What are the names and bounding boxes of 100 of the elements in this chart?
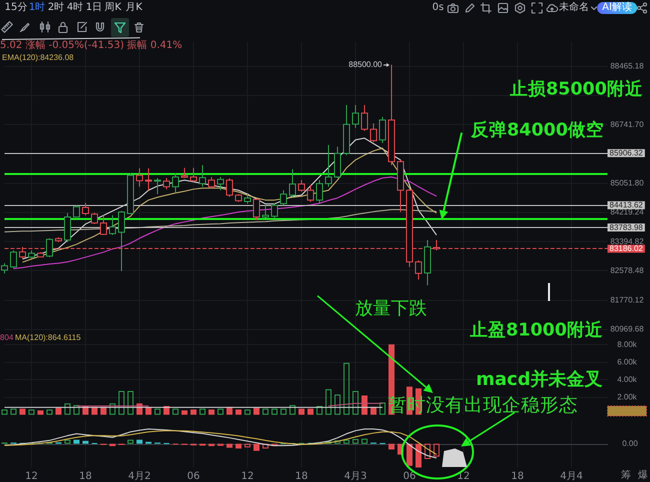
- y-tick-label: 82578.48: [610, 266, 644, 276]
- candlestick: [280, 190, 287, 206]
- bar: [2, 410, 8, 415]
- y-tick-label: 84219.24: [610, 208, 644, 217]
- text: 1时: [28, 2, 46, 14]
- text: 2时: [48, 2, 64, 14]
- candlestick: [370, 122, 377, 142]
- bar: [172, 408, 178, 415]
- annotation: macd并未金叉: [476, 369, 602, 391]
- candlestick: [100, 214, 107, 236]
- candlestick: [325, 144, 332, 188]
- bar: [280, 408, 286, 415]
- line-series: [4, 209, 437, 232]
- candlestick: [136, 168, 143, 188]
- bar: [146, 406, 152, 415]
- bar: [254, 408, 260, 415]
- bar: [334, 394, 340, 415]
- y-tick-label: 85051.80: [610, 178, 644, 188]
- x-tick-label: 06: [187, 471, 200, 482]
- candlestick: [415, 260, 422, 280]
- y-tick-label: 2.00k: [617, 392, 638, 402]
- candlestick: [118, 210, 125, 272]
- y-tick-label: 8.00k: [617, 340, 638, 349]
- bar: [218, 408, 224, 415]
- ref-line-label: 83783.98: [610, 222, 644, 232]
- x-tick-label: 18: [295, 471, 308, 482]
- bar: [290, 405, 296, 415]
- bar: [110, 403, 116, 415]
- annotation: 5.02 涨幅 -0.05%(-41.53) 振幅 0.41%: [0, 40, 182, 52]
- x-tick-label: 4月2: [128, 471, 151, 482]
- annotation: 804: [0, 333, 14, 343]
- text: 0.00: [622, 438, 638, 449]
- bar: [326, 389, 332, 415]
- candlestick: [163, 178, 170, 190]
- text: 15分: [4, 2, 28, 14]
- bar: [154, 408, 160, 415]
- bar: [28, 410, 34, 415]
- text: 筹: [621, 470, 631, 482]
- candlestick: [235, 194, 242, 202]
- bar: [316, 406, 322, 415]
- text: 4时: [66, 2, 84, 14]
- candlestick: [424, 240, 431, 286]
- bar: [352, 391, 358, 415]
- candlestick: [109, 214, 116, 236]
- bar: [226, 406, 232, 415]
- annotation: 止损85000附近: [510, 80, 643, 100]
- y-tick-label: 83394.82: [610, 236, 644, 246]
- candlestick: [262, 204, 269, 219]
- bar: [118, 391, 124, 415]
- y-tick-label: 6.00k: [617, 358, 638, 366]
- annotation: 88500.00: [348, 60, 382, 70]
- ref-line-label: 83186.02: [610, 244, 644, 254]
- candlestick: [271, 203, 278, 219]
- bar: [262, 408, 268, 415]
- y-tick-label: 80969.68: [610, 324, 644, 334]
- bar: [64, 403, 70, 415]
- bar: [46, 410, 52, 415]
- text: AI解读: [597, 2, 637, 14]
- bar: [38, 410, 44, 415]
- text: 1日: [86, 2, 102, 14]
- candlestick: [208, 176, 215, 189]
- candlestick: [253, 198, 260, 221]
- bar: [10, 408, 16, 415]
- bar: [298, 408, 304, 415]
- bar: [128, 391, 134, 415]
- y-tick-label: 86741.70: [610, 120, 644, 129]
- text: 0s: [432, 2, 444, 14]
- bar: [244, 410, 250, 415]
- candlestick: [127, 172, 134, 215]
- candlestick: [64, 212, 71, 243]
- ref-line-label: 84413.62: [610, 200, 644, 210]
- candlestick: [154, 178, 161, 195]
- candlestick: [10, 250, 17, 269]
- candlestick: [190, 167, 197, 182]
- y-tick-label: 4.00k: [617, 375, 638, 384]
- candlestick: [289, 168, 296, 198]
- ref-line-label: 85906.32: [610, 148, 644, 158]
- y-tick-label: 88465.18: [610, 61, 644, 70]
- candlestick: [334, 146, 341, 179]
- candlestick: [181, 167, 188, 179]
- x-tick-label: 4月4: [560, 471, 583, 482]
- bar: [20, 408, 26, 415]
- candlestick: [55, 236, 62, 243]
- bar: [344, 362, 350, 415]
- candlestick: [73, 204, 80, 218]
- annotation: EMA(120):84236.08: [2, 53, 74, 63]
- candlestick: [379, 116, 386, 144]
- text: 未命名: [559, 2, 589, 14]
- bar: [56, 408, 62, 415]
- annotation: 放量下跌: [355, 298, 427, 320]
- bar: [208, 410, 214, 415]
- candlestick: [244, 194, 251, 204]
- y-tick-label: 81770.12: [610, 295, 644, 304]
- bar: [92, 406, 98, 415]
- candlestick: [172, 172, 179, 194]
- candlestick: [217, 176, 224, 191]
- candlestick: [361, 104, 368, 132]
- line-series: [13, 176, 437, 270]
- candlestick: [145, 168, 152, 191]
- bar: [370, 406, 376, 415]
